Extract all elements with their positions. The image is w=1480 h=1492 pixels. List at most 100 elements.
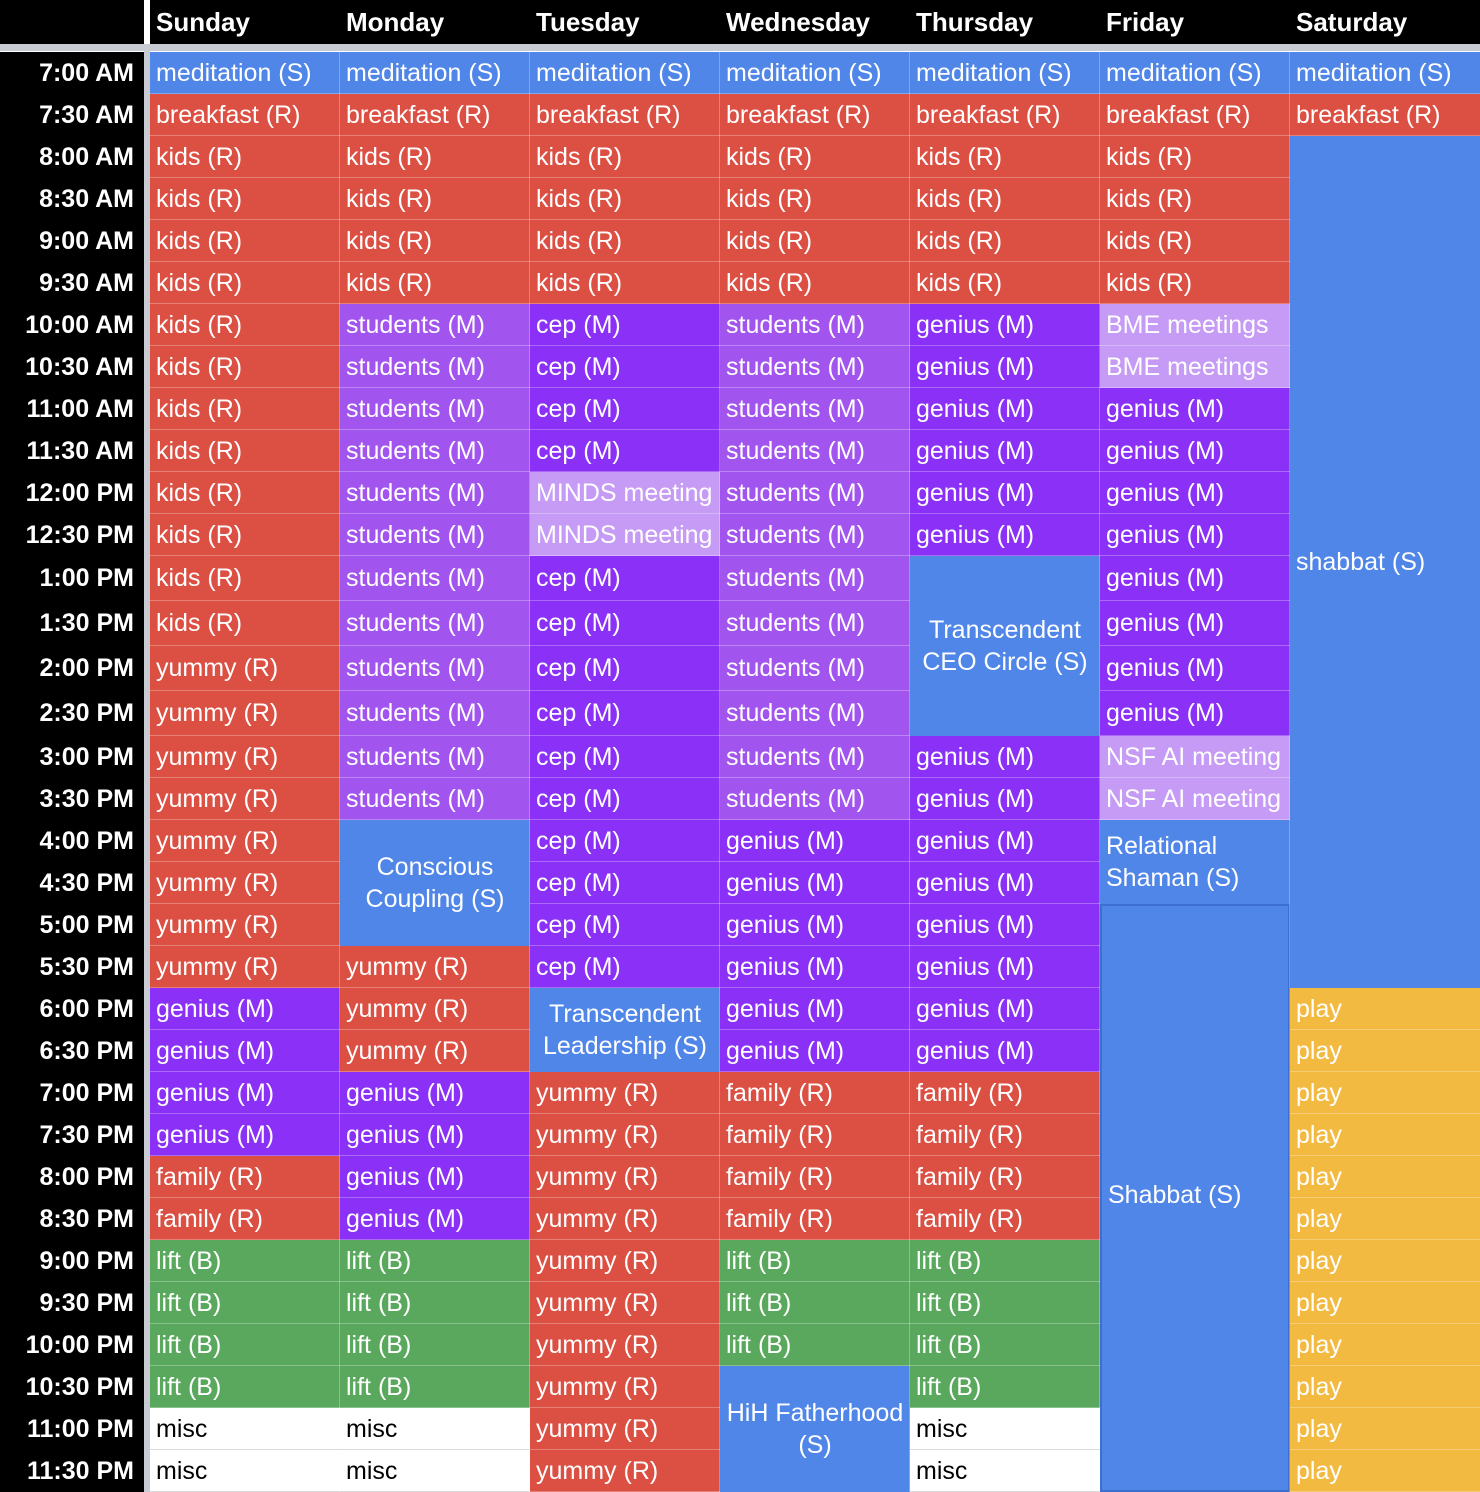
event-cell[interactable]: cep (M) <box>530 346 720 388</box>
event-cell[interactable]: yummy (R) <box>530 1114 720 1156</box>
event-cell[interactable]: kids (R) <box>150 556 340 601</box>
event-cell[interactable]: genius (M) <box>910 778 1100 820</box>
event-cell[interactable]: meditation (S) <box>530 52 720 94</box>
event-cell[interactable]: students (M) <box>340 646 530 691</box>
event-cell[interactable]: play <box>1290 1408 1480 1450</box>
event-cell[interactable]: lift (B) <box>150 1324 340 1366</box>
event-cell[interactable]: genius (M) <box>1100 556 1290 601</box>
event-cell[interactable]: students (M) <box>340 430 530 472</box>
event-cell[interactable]: students (M) <box>720 736 910 778</box>
event-cell[interactable]: misc <box>150 1408 340 1450</box>
event-cell[interactable]: BME meetings <box>1100 304 1290 346</box>
event-cell[interactable]: breakfast (R) <box>910 94 1100 136</box>
event-cell[interactable]: students (M) <box>720 388 910 430</box>
event-cell[interactable]: genius (M) <box>910 862 1100 904</box>
event-cell[interactable]: genius (M) <box>150 1072 340 1114</box>
event-cell[interactable]: HiH Fatherhood (S) <box>720 1366 910 1492</box>
event-cell[interactable]: genius (M) <box>1100 430 1290 472</box>
event-cell[interactable]: kids (R) <box>150 601 340 646</box>
event-cell[interactable]: genius (M) <box>150 1030 340 1072</box>
day-header-sunday[interactable]: Sunday <box>150 0 340 44</box>
event-cell[interactable]: genius (M) <box>340 1114 530 1156</box>
event-cell[interactable]: kids (R) <box>340 262 530 304</box>
event-cell[interactable]: cep (M) <box>530 736 720 778</box>
event-cell[interactable]: play <box>1290 1156 1480 1198</box>
event-cell[interactable]: students (M) <box>340 778 530 820</box>
event-cell[interactable]: genius (M) <box>340 1198 530 1240</box>
event-cell[interactable]: genius (M) <box>720 862 910 904</box>
event-cell[interactable]: yummy (R) <box>530 1282 720 1324</box>
event-cell[interactable]: yummy (R) <box>340 946 530 988</box>
event-cell[interactable]: lift (B) <box>910 1240 1100 1282</box>
event-cell[interactable]: play <box>1290 1030 1480 1072</box>
event-cell[interactable]: kids (R) <box>150 346 340 388</box>
event-cell[interactable]: kids (R) <box>150 136 340 178</box>
event-cell[interactable]: genius (M) <box>1100 388 1290 430</box>
event-cell[interactable]: genius (M) <box>910 388 1100 430</box>
event-cell[interactable]: misc <box>910 1450 1100 1492</box>
event-cell[interactable]: Shabbat (S) <box>1100 904 1290 1492</box>
event-cell[interactable]: lift (B) <box>150 1366 340 1408</box>
event-cell[interactable]: play <box>1290 1240 1480 1282</box>
event-cell[interactable]: genius (M) <box>150 1114 340 1156</box>
event-cell[interactable]: kids (R) <box>530 220 720 262</box>
event-cell[interactable]: play <box>1290 1282 1480 1324</box>
event-cell[interactable]: kids (R) <box>150 430 340 472</box>
event-cell[interactable]: kids (R) <box>1100 220 1290 262</box>
event-cell[interactable]: genius (M) <box>1100 691 1290 736</box>
day-header-wednesday[interactable]: Wednesday <box>720 0 910 44</box>
event-cell[interactable]: kids (R) <box>150 304 340 346</box>
event-cell[interactable]: yummy (R) <box>530 1240 720 1282</box>
event-cell[interactable]: meditation (S) <box>910 52 1100 94</box>
event-cell[interactable]: yummy (R) <box>340 988 530 1030</box>
event-cell[interactable]: BME meetings <box>1100 346 1290 388</box>
event-cell[interactable]: lift (B) <box>340 1282 530 1324</box>
event-cell[interactable]: genius (M) <box>910 514 1100 556</box>
event-cell[interactable]: play <box>1290 1324 1480 1366</box>
event-cell[interactable]: kids (R) <box>910 220 1100 262</box>
event-cell[interactable]: lift (B) <box>720 1282 910 1324</box>
event-cell[interactable]: cep (M) <box>530 691 720 736</box>
event-cell[interactable]: family (R) <box>150 1198 340 1240</box>
event-cell[interactable]: Transcendent CEO Circle (S) <box>910 556 1100 736</box>
event-cell[interactable]: play <box>1290 1114 1480 1156</box>
event-cell[interactable]: NSF AI meeting <box>1100 778 1290 820</box>
event-cell[interactable]: genius (M) <box>720 946 910 988</box>
event-cell[interactable]: genius (M) <box>1100 514 1290 556</box>
event-cell[interactable]: students (M) <box>340 556 530 601</box>
event-cell[interactable]: play <box>1290 1366 1480 1408</box>
event-cell[interactable]: students (M) <box>720 472 910 514</box>
event-cell[interactable]: family (R) <box>720 1114 910 1156</box>
event-cell[interactable]: yummy (R) <box>340 1030 530 1072</box>
day-header-tuesday[interactable]: Tuesday <box>530 0 720 44</box>
event-cell[interactable]: NSF AI meeting <box>1100 736 1290 778</box>
event-cell[interactable]: genius (M) <box>910 988 1100 1030</box>
event-cell[interactable]: lift (B) <box>150 1282 340 1324</box>
event-cell[interactable]: breakfast (R) <box>340 94 530 136</box>
event-cell[interactable]: genius (M) <box>150 988 340 1030</box>
event-cell[interactable]: cep (M) <box>530 646 720 691</box>
event-cell[interactable]: genius (M) <box>1100 646 1290 691</box>
event-cell[interactable]: genius (M) <box>910 304 1100 346</box>
event-cell[interactable]: cep (M) <box>530 820 720 862</box>
event-cell[interactable]: yummy (R) <box>150 862 340 904</box>
event-cell[interactable]: lift (B) <box>910 1282 1100 1324</box>
event-cell[interactable]: kids (R) <box>1100 262 1290 304</box>
event-cell[interactable]: kids (R) <box>720 136 910 178</box>
event-cell[interactable]: genius (M) <box>720 1030 910 1072</box>
event-cell[interactable]: family (R) <box>910 1198 1100 1240</box>
event-cell[interactable]: students (M) <box>720 430 910 472</box>
event-cell[interactable]: yummy (R) <box>150 820 340 862</box>
event-cell[interactable]: meditation (S) <box>720 52 910 94</box>
event-cell[interactable]: students (M) <box>340 346 530 388</box>
event-cell[interactable]: breakfast (R) <box>1100 94 1290 136</box>
event-cell[interactable]: yummy (R) <box>530 1156 720 1198</box>
event-cell[interactable]: family (R) <box>720 1072 910 1114</box>
event-cell[interactable]: genius (M) <box>910 736 1100 778</box>
event-cell[interactable]: students (M) <box>720 514 910 556</box>
event-cell[interactable]: genius (M) <box>720 904 910 946</box>
event-cell[interactable]: genius (M) <box>910 430 1100 472</box>
event-cell[interactable]: kids (R) <box>150 472 340 514</box>
event-cell[interactable]: lift (B) <box>340 1324 530 1366</box>
event-cell[interactable]: genius (M) <box>910 346 1100 388</box>
